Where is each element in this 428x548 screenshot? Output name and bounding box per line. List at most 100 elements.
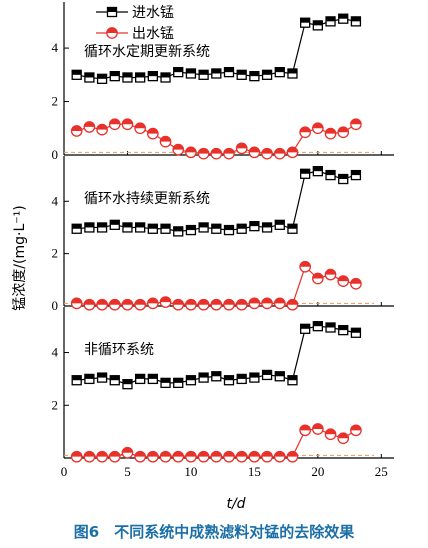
outflow-marker [83,298,96,311]
y-tick-label: 4 [52,193,59,208]
outflow-marker [96,450,108,463]
outflow-marker [134,298,147,311]
outflow-marker [223,298,235,311]
inflow-marker [106,6,118,18]
outflow-marker [210,450,223,463]
x-axis-label: t/d [226,496,245,512]
outflow-marker [172,298,185,311]
inflow-marker [198,69,209,80]
y-axis-label: 锰浓度/(mg·L⁻¹) [12,205,28,310]
outflow-marker [235,450,248,463]
inflow-marker [236,69,247,80]
inflow-marker [261,369,273,381]
inflow-marker [325,16,336,27]
inflow-marker [312,166,323,177]
inflow-marker [135,72,146,83]
outflow-marker [261,297,273,310]
inflow-marker [249,372,260,383]
outflow-marker [337,432,350,445]
x-tick-label: 25 [375,464,388,479]
outflow-marker [134,122,147,135]
x-tick-label: 0 [61,464,68,479]
outflow-marker [96,298,108,311]
panel-label: 非循环系统 [84,342,154,358]
inflow-marker [185,224,197,236]
y-tick-label: 2 [52,246,59,261]
outflow-marker [248,297,261,310]
outflow-series [70,423,362,463]
inflow-marker [223,66,235,78]
outflow-marker [106,27,118,39]
inflow-marker [147,223,158,234]
outflow-marker [108,118,121,131]
outflow-marker [197,450,210,463]
outflow-marker [146,450,159,463]
inflow-marker [249,71,260,82]
outflow-marker [350,277,362,290]
outflow-marker [273,450,286,463]
inflow-marker [211,371,222,382]
inflow-marker [300,17,311,28]
inflow-marker [71,223,82,234]
inflow-marker [211,68,222,79]
inflow-marker [274,219,285,230]
inflow-marker [160,72,171,83]
outflow-marker [235,298,248,311]
outflow-marker [223,450,235,463]
inflow-series [71,321,362,390]
outflow-marker [324,127,337,140]
outflow-marker [146,297,159,310]
inflow-marker [173,66,184,78]
inflow-marker [96,372,108,383]
outflow-marker [235,142,248,155]
inflow-marker [185,375,197,386]
inflow-marker [287,375,298,386]
inflow-marker [147,71,158,82]
outflow-marker [159,296,172,308]
panel-label: 循环水定期更新系统 [84,44,210,60]
x-tick-label: 20 [311,464,324,479]
outflow-marker [121,446,134,459]
inflow-marker [312,321,323,332]
y-tick-label: 2 [52,397,59,412]
x-tick-label: 15 [248,464,261,479]
outflow-marker [286,146,299,159]
outflow-marker [83,450,96,463]
outflow-marker [350,118,362,131]
outflow-marker [146,127,159,140]
outflow-marker [70,297,83,310]
inflow-marker [274,66,285,78]
inflow-marker [211,223,222,234]
panel-3: 2 4 非循环系统 [52,307,394,463]
inflow-marker [312,20,323,31]
outflow-marker [108,450,121,463]
outflow-series [70,260,362,311]
inflow-marker [274,371,285,382]
inflow-marker [84,222,95,233]
outflow-marker [311,423,324,435]
inflow-marker [198,222,209,233]
y-tick-label: 0 [52,147,59,162]
legend-entry: 进水锰 [96,5,174,21]
legend-label: 进水锰 [132,5,174,21]
outflow-marker [350,424,362,437]
outflow-marker [108,298,121,311]
outflow-marker [223,147,235,160]
outflow-marker [273,297,286,310]
outflow-marker [70,450,83,463]
inflow-marker [236,373,247,385]
inflow-marker [173,377,184,389]
inflow-marker [287,68,298,79]
inflow-marker [287,223,298,234]
inflow-marker [109,71,120,82]
inflow-marker [122,222,133,233]
inflow-marker [338,324,349,336]
outflow-marker [159,450,172,463]
outflow-marker [311,122,324,135]
inflow-marker [84,72,95,83]
inflow-marker [325,322,336,333]
inflow-marker [96,73,108,84]
outflow-series [70,118,362,160]
outflow-marker [185,298,197,311]
